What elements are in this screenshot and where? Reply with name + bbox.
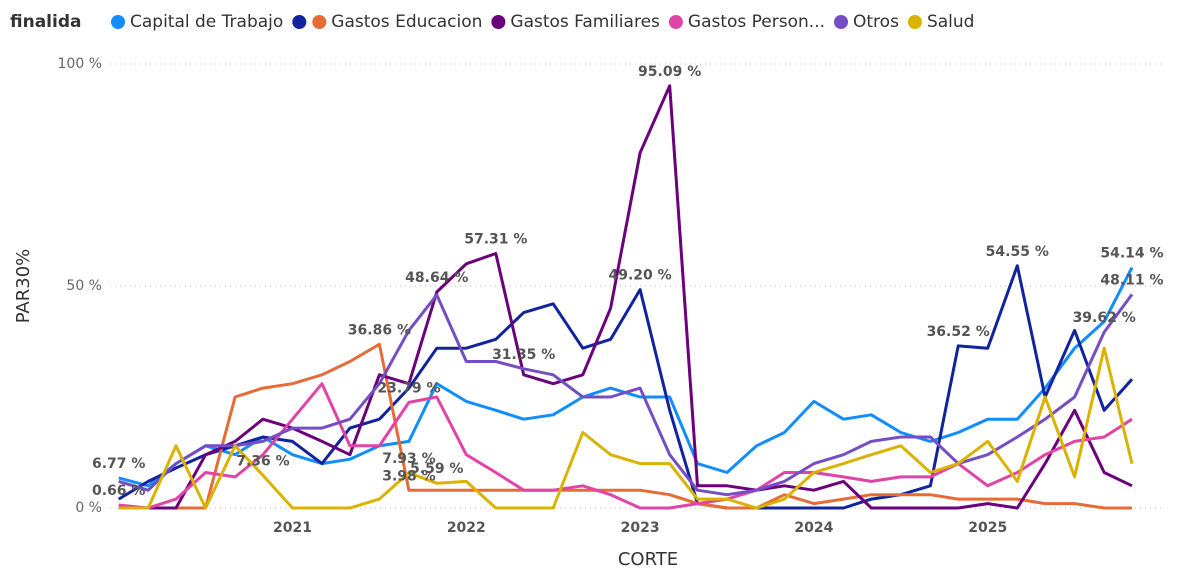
y-axis-label: PAR30% <box>13 249 34 324</box>
legend-marker <box>834 15 849 29</box>
data-label: 54.14 % <box>1100 246 1163 262</box>
legend-label: Otros <box>853 12 899 32</box>
legend-title: finalida <box>10 12 81 32</box>
legend-marker <box>111 15 125 29</box>
legend-marker <box>292 15 307 29</box>
data-label: 54.55 % <box>986 244 1049 260</box>
data-label: 49.20 % <box>609 268 672 284</box>
x-tick-label: 2022 <box>447 520 486 536</box>
x-tick-label: 2023 <box>621 520 660 536</box>
legend-label: Gastos Person... <box>688 12 825 32</box>
data-label: 31.35 % <box>492 347 555 363</box>
x-tick-label: 2021 <box>273 520 312 536</box>
data-label: 48.11 % <box>1100 272 1163 288</box>
series-line <box>117 264 1134 510</box>
x-axis-label: CORTE <box>618 549 678 570</box>
series-line <box>118 293 1134 497</box>
data-label: 5.59 % <box>410 461 463 477</box>
data-label: 7.93 % <box>382 451 435 467</box>
data-label: 3.98 % <box>382 468 435 484</box>
data-label: 48.64 % <box>405 270 468 286</box>
data-label: 23.79 % <box>377 380 440 396</box>
data-label: 57.31 % <box>464 232 527 248</box>
y-tick-label: 100 % <box>58 56 102 72</box>
x-tick-label: 2024 <box>794 520 833 536</box>
data-label: 36.86 % <box>348 322 411 338</box>
legend-marker <box>491 15 506 29</box>
legend-label: Salud <box>927 12 975 32</box>
legend-marker <box>668 15 683 29</box>
y-tick-label: 0 % <box>75 500 102 516</box>
x-tick-label: 2025 <box>968 520 1007 536</box>
data-label: 0.66 % <box>92 483 145 499</box>
series-line <box>118 382 1133 510</box>
series-line <box>118 342 1132 510</box>
legend-label: Gastos Familiares <box>510 12 660 32</box>
legend-marker <box>907 15 922 29</box>
data-label: 6.77 % <box>92 456 145 472</box>
y-tick-label: 50 % <box>66 278 102 294</box>
series-line <box>118 346 1134 510</box>
data-label: 7.36 % <box>236 453 289 469</box>
data-label: 39.62 % <box>1073 310 1136 326</box>
legend-label: Gastos Educacion <box>331 12 482 32</box>
data-label: 36.52 % <box>927 324 990 340</box>
legend-label: Capital de Trabajo <box>130 12 283 32</box>
data-label: 95.09 % <box>638 64 701 80</box>
legend-marker <box>312 15 327 29</box>
